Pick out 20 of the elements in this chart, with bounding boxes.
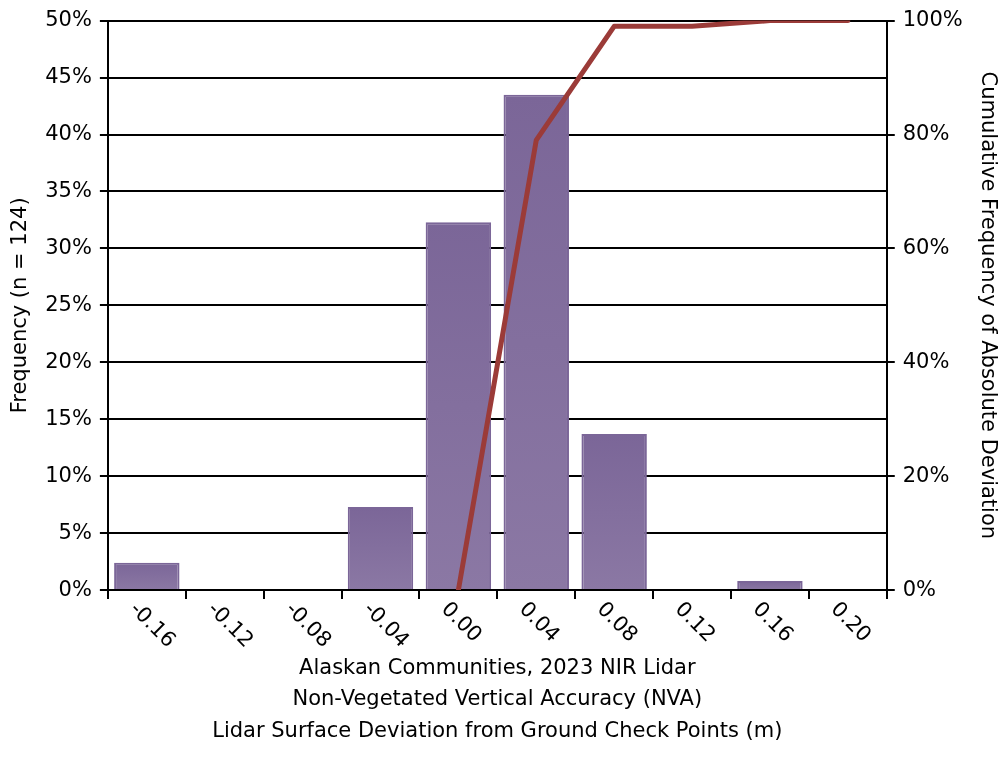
x-axis-title: Alaskan Communities, 2023 NIR Lidar Non-Vegetated Vertical Accuracy (NVA) Lidar Surface Deviation from Ground Check Points (m) — [212, 654, 783, 742]
y-tick-label: 40% — [45, 120, 92, 145]
y-tick-label: 0% — [58, 576, 92, 601]
y-tick-label: 5% — [58, 519, 92, 544]
y-tick-label: 15% — [45, 405, 92, 430]
y-tick-label: 10% — [45, 462, 92, 487]
y2-tick-label: 60% — [902, 234, 950, 259]
y-tick-label: 30% — [45, 234, 92, 259]
y2-tick-label: 40% — [902, 348, 950, 373]
y2-tick-label: 20% — [902, 462, 950, 487]
y2-tick-label: 100% — [902, 7, 963, 32]
y-tick-label: 20% — [45, 348, 92, 373]
y2-tick-label: 0% — [902, 576, 937, 601]
y-tick-label: 50% — [45, 7, 92, 32]
y2-tick-label: 80% — [902, 120, 950, 145]
y-tick-label: 25% — [45, 291, 92, 316]
y-tick-label: 35% — [45, 177, 92, 202]
y2-axis-title: Cumulative Frequency of Absolute Deviation — [976, 71, 1001, 540]
y-axis-title: Frequency (n = 124) — [7, 197, 32, 414]
y-tick-label: 45% — [45, 64, 92, 88]
